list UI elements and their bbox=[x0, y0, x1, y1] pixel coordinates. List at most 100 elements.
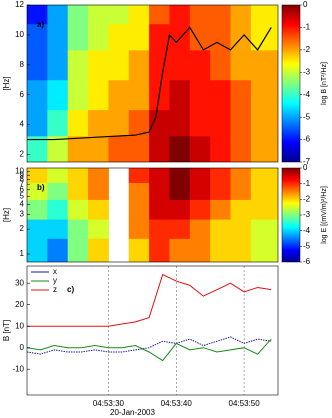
heatmap-cell bbox=[88, 23, 109, 51]
heatmap-cell bbox=[128, 199, 150, 220]
colorbar-tick-label: -5 bbox=[303, 112, 311, 121]
heatmap-cell bbox=[67, 109, 89, 137]
y-tick-label: 12 bbox=[15, 0, 24, 9]
heatmap-cell bbox=[67, 49, 89, 81]
heatmap-cell bbox=[230, 238, 252, 262]
heatmap-cell bbox=[169, 49, 191, 81]
heatmap-cell bbox=[27, 79, 48, 111]
heatmap-cell bbox=[169, 5, 191, 25]
heatmap-cell bbox=[189, 135, 211, 162]
heatmap-cell bbox=[250, 135, 278, 162]
colorbar-tick-label: -2 bbox=[303, 45, 311, 54]
heatmap-cell bbox=[88, 238, 109, 262]
heatmap-cell bbox=[128, 49, 150, 81]
heatmap-cell bbox=[189, 79, 211, 111]
heatmap-cell bbox=[27, 199, 48, 220]
y-tick-label: 4 bbox=[20, 120, 25, 129]
y-tick-label: 2 bbox=[20, 224, 25, 233]
heatmap-cell bbox=[230, 135, 252, 162]
heatmap-cell bbox=[210, 79, 232, 111]
heatmap-cell bbox=[128, 5, 150, 25]
colorbar bbox=[281, 4, 301, 163]
y-tick-label: -10 bbox=[12, 364, 24, 373]
x-tick-label: 04:53:40 bbox=[161, 399, 193, 408]
heatmap-cell bbox=[230, 49, 252, 81]
heatmap-cell bbox=[149, 135, 170, 162]
heatmap-cell bbox=[189, 199, 211, 220]
heatmap-cell bbox=[67, 5, 89, 25]
heatmap-cell bbox=[189, 109, 211, 137]
heatmap-cell bbox=[250, 199, 278, 220]
heatmap-cell bbox=[169, 182, 191, 200]
heatmap-cell bbox=[47, 168, 69, 183]
legend-label: y bbox=[53, 276, 57, 285]
heatmap-cell bbox=[108, 135, 130, 162]
heatmap-cell bbox=[230, 199, 252, 220]
heatmap-cell bbox=[67, 79, 89, 111]
heatmap-cell bbox=[149, 49, 170, 81]
colorbar-tick-label: -3 bbox=[303, 67, 311, 76]
heatmap-cell bbox=[128, 79, 150, 111]
heatmap-cell bbox=[128, 219, 150, 239]
colorbar-tick-label: -2 bbox=[303, 194, 311, 203]
heatmap-cell bbox=[169, 238, 191, 262]
y-tick-label: 8 bbox=[20, 60, 25, 69]
heatmap-cell bbox=[88, 49, 109, 81]
colorbar-tick-label: 0 bbox=[303, 0, 308, 9]
heatmap-cell bbox=[128, 23, 150, 51]
y-tick-label: 6 bbox=[20, 185, 25, 194]
heatmap-cell bbox=[149, 168, 170, 183]
heatmap-cell bbox=[27, 49, 48, 81]
legend-label: x bbox=[53, 267, 57, 276]
heatmap-cell bbox=[189, 219, 211, 239]
heatmap-cell bbox=[210, 182, 232, 200]
heatmap-cell bbox=[47, 109, 69, 137]
y-tick-label: 0 bbox=[20, 343, 25, 352]
y-tick-label: 30 bbox=[15, 278, 24, 287]
heatmap-cell bbox=[47, 79, 69, 111]
heatmap-cell bbox=[108, 109, 130, 137]
panel-label: a) bbox=[37, 20, 44, 29]
heatmap-cell bbox=[27, 238, 48, 262]
heatmap-cell bbox=[149, 182, 170, 200]
y-axis-label: [Hz] bbox=[2, 76, 11, 90]
heatmap-cell bbox=[67, 168, 89, 183]
colorbar-tick-label: -7 bbox=[303, 157, 311, 166]
heatmap-cell bbox=[210, 219, 232, 239]
heatmap-cell bbox=[250, 219, 278, 239]
plot-frame bbox=[26, 167, 279, 263]
colorbar bbox=[281, 167, 301, 263]
overlay-line bbox=[27, 26, 272, 141]
heatmap-cell bbox=[189, 5, 211, 25]
heatmap-cell bbox=[128, 168, 150, 183]
heatmap-cell bbox=[169, 109, 191, 137]
series-line bbox=[27, 273, 272, 327]
heatmap-cell bbox=[27, 23, 48, 51]
heatmap-cell bbox=[47, 49, 69, 81]
x-axis-label: 20-Jan-2003 bbox=[110, 408, 155, 417]
y-tick-label: 8 bbox=[20, 175, 25, 184]
heatmap-cell bbox=[189, 168, 211, 183]
heatmap-cell bbox=[250, 238, 278, 262]
colorbar-label: log E [(mV/m)²/Hz] bbox=[321, 186, 328, 244]
heatmap-cell bbox=[88, 109, 109, 137]
heatmap-cell bbox=[189, 49, 211, 81]
heatmap-cell bbox=[108, 79, 130, 111]
heatmap-cell bbox=[169, 79, 191, 111]
x-tick-label: 04:53:50 bbox=[229, 399, 261, 408]
heatmap-cell bbox=[250, 109, 278, 137]
y-tick-label: 1 bbox=[20, 249, 25, 258]
heatmap-cell bbox=[88, 168, 109, 183]
heatmap-cell bbox=[169, 135, 191, 162]
heatmap-cell bbox=[88, 219, 109, 239]
colorbar-tick-label: -3 bbox=[303, 210, 311, 219]
heatmap-cell bbox=[189, 23, 211, 51]
heatmap-cell bbox=[128, 238, 150, 262]
heatmap-cell bbox=[88, 182, 109, 200]
y-tick-label: 10 bbox=[15, 167, 24, 176]
plot-frame bbox=[26, 4, 279, 163]
colorbar-tick-label: -1 bbox=[303, 23, 311, 32]
legend-label: z bbox=[53, 285, 57, 294]
y-tick-label: 4 bbox=[20, 199, 25, 208]
